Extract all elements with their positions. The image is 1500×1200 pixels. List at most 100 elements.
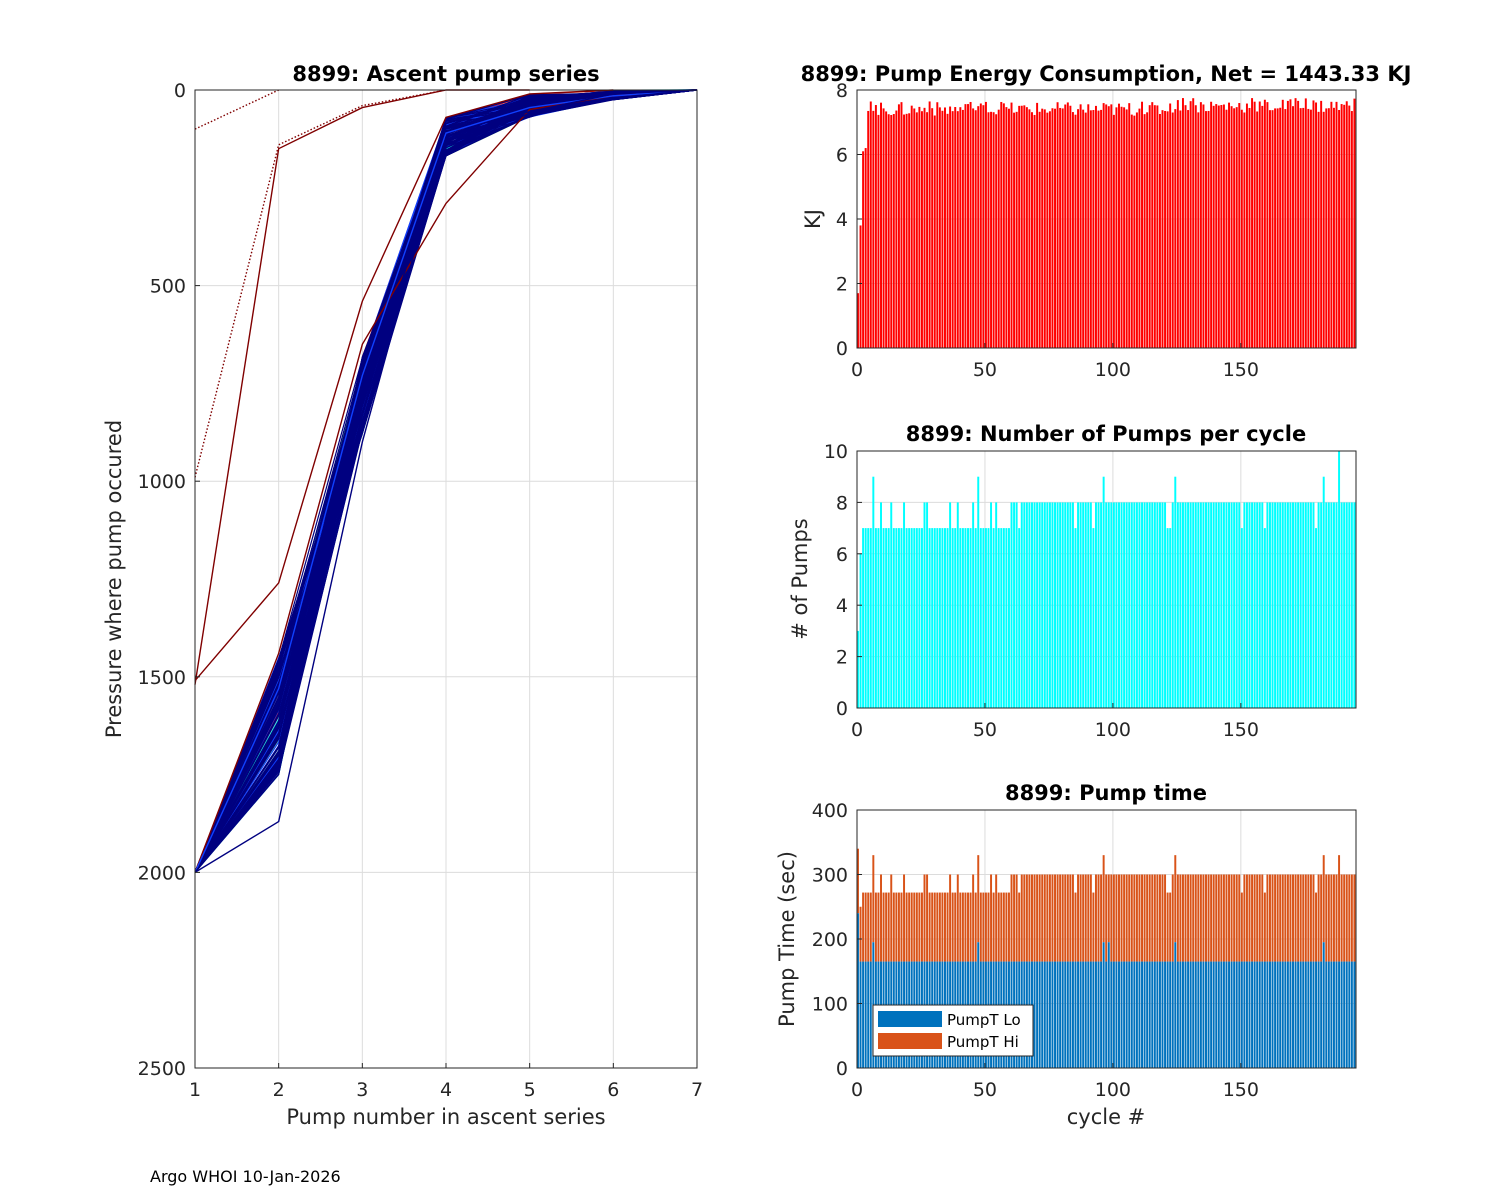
pumptime-y-ticks: 0 100 200 300 400 — [812, 800, 862, 1080]
npumps-y-tick-label: 4 — [836, 595, 848, 617]
pumptime-lo-bar — [1256, 961, 1259, 1068]
pumptime-hi-bar — [1220, 874, 1223, 962]
pumptime-hi-bar — [982, 892, 985, 962]
pumptime-lo-bar — [1118, 961, 1120, 1068]
pumptime-lo-bar — [1315, 961, 1318, 1068]
pumptime-hi-bar — [1302, 874, 1305, 962]
npumps-bar — [1041, 502, 1044, 708]
pumptime-hi-bar — [1123, 874, 1126, 962]
pumptime-hi-bar — [928, 892, 931, 962]
npumps-bar — [1059, 502, 1062, 708]
pumptime-lo-bar — [1110, 961, 1113, 1068]
pumptime-hi-bar — [1153, 874, 1156, 962]
pumptime-hi-bar — [1115, 874, 1118, 962]
npumps-bar — [1286, 502, 1289, 708]
npumps-bar — [1312, 502, 1315, 708]
pumptime-title: 8899: Pump time — [1005, 781, 1207, 805]
npumps-bar — [1194, 502, 1197, 708]
ascent-chart: 1 2 3 4 5 6 7 0 500 1000 1500 2000 2500 8899: Ascen… — [102, 62, 703, 1129]
pumptime-lo-bar — [1348, 961, 1351, 1068]
pumptime-hi-bar — [1228, 874, 1231, 962]
npumps-bar — [1317, 502, 1320, 708]
pumptime-lo-bar — [1217, 961, 1220, 1068]
pumptime-hi-bar — [923, 874, 926, 962]
energy-bar — [931, 108, 934, 348]
energy-bar — [1043, 109, 1046, 348]
energy-bar — [1251, 98, 1254, 348]
pumptime-lo-bar — [1148, 961, 1151, 1068]
npumps-y-label: # of Pumps — [788, 518, 812, 640]
npumps-bar — [961, 528, 964, 708]
energy-bar — [1092, 110, 1095, 349]
pumptime-hi-bar — [1261, 874, 1264, 962]
energy-bar — [1158, 113, 1161, 348]
energy-bar — [1148, 105, 1151, 348]
pumptime-hi-bar — [1118, 874, 1120, 962]
pumptime-lo-bar — [1294, 961, 1297, 1068]
pumptime-lo-bar — [1245, 961, 1248, 1068]
npumps-bar — [1087, 502, 1090, 708]
energy-bar — [997, 109, 1000, 348]
pumptime-hi-bar — [1199, 874, 1202, 962]
pumptime-hi-bar — [1181, 874, 1184, 962]
pumptime-lo-bar — [1345, 961, 1348, 1068]
pumptime-hi-bar — [1064, 874, 1067, 962]
pumptime-hi-bar — [1266, 874, 1269, 962]
pumptime-hi-bar — [1015, 874, 1018, 962]
npumps-bar — [1174, 476, 1177, 708]
pumptime-lo-bar — [1350, 961, 1353, 1068]
npumps-bar — [1148, 502, 1151, 708]
energy-bar — [1051, 108, 1054, 349]
pumptime-x-tick-label: 150 — [1223, 1079, 1259, 1101]
npumps-bar — [1251, 502, 1254, 708]
npumps-bar — [1031, 502, 1033, 708]
npumps-bar — [1197, 502, 1200, 708]
npumps-bar — [1064, 502, 1067, 708]
energy-bar — [1194, 105, 1197, 349]
pumptime-hi-bar — [1105, 874, 1108, 962]
pumptime-lo-bar — [1100, 961, 1103, 1068]
pumptime-hi-bar — [1028, 874, 1031, 962]
pumptime-lo-bar — [1120, 961, 1123, 1068]
npumps-bar — [895, 528, 898, 708]
npumps-bar — [1018, 528, 1021, 708]
pumptime-hi-bar — [1171, 874, 1174, 962]
energy-bar — [1166, 111, 1169, 349]
energy-bar — [1343, 104, 1346, 348]
pumptime-hi-bar — [857, 848, 859, 914]
pumptime-lo-bar — [1102, 942, 1105, 1068]
energy-bar — [892, 114, 895, 348]
energy-bar — [908, 113, 911, 348]
pumptime-hi-bar — [1036, 874, 1039, 962]
energy-bar — [1151, 102, 1154, 348]
pumptime-lo-bar — [1094, 961, 1097, 1068]
pumptime-lo-bar — [1082, 961, 1085, 1068]
pumptime-hi-bar — [1141, 874, 1144, 962]
pumptime-lo-bar — [1161, 961, 1164, 1068]
pumptime-hi-bar — [1217, 874, 1220, 962]
npumps-x-tick-label: 50 — [973, 719, 997, 741]
npumps-bar — [1266, 502, 1269, 708]
energy-x-tick-label: 50 — [973, 359, 997, 381]
pumptime-lo-bar — [1268, 961, 1271, 1068]
pumptime-hi-bar — [979, 892, 982, 962]
pumptime-hi-bar — [1353, 874, 1356, 962]
energy-bar — [1309, 109, 1312, 349]
pumptime-lo-bar — [1089, 961, 1092, 1068]
pumptime-hi-bar — [961, 892, 964, 962]
energy-bar — [1199, 102, 1202, 348]
pumptime-lo-bar — [1097, 961, 1100, 1068]
npumps-bar — [1036, 502, 1039, 708]
npumps-bar — [1279, 502, 1282, 708]
energy-bar — [1107, 106, 1110, 348]
npumps-bar — [949, 502, 952, 708]
ascent-x-tick-label: 7 — [691, 1079, 703, 1101]
energy-bar — [1056, 102, 1059, 348]
npumps-y-tick-label: 0 — [836, 698, 848, 720]
pumptime-hi-bar — [1007, 892, 1010, 962]
pumptime-hi-bar — [885, 892, 888, 962]
pumptime-lo-bar — [1041, 961, 1044, 1068]
npumps-y-tick-label: 2 — [836, 647, 848, 669]
energy-bar — [910, 105, 913, 348]
npumps-x-tick-label: 0 — [851, 719, 863, 741]
